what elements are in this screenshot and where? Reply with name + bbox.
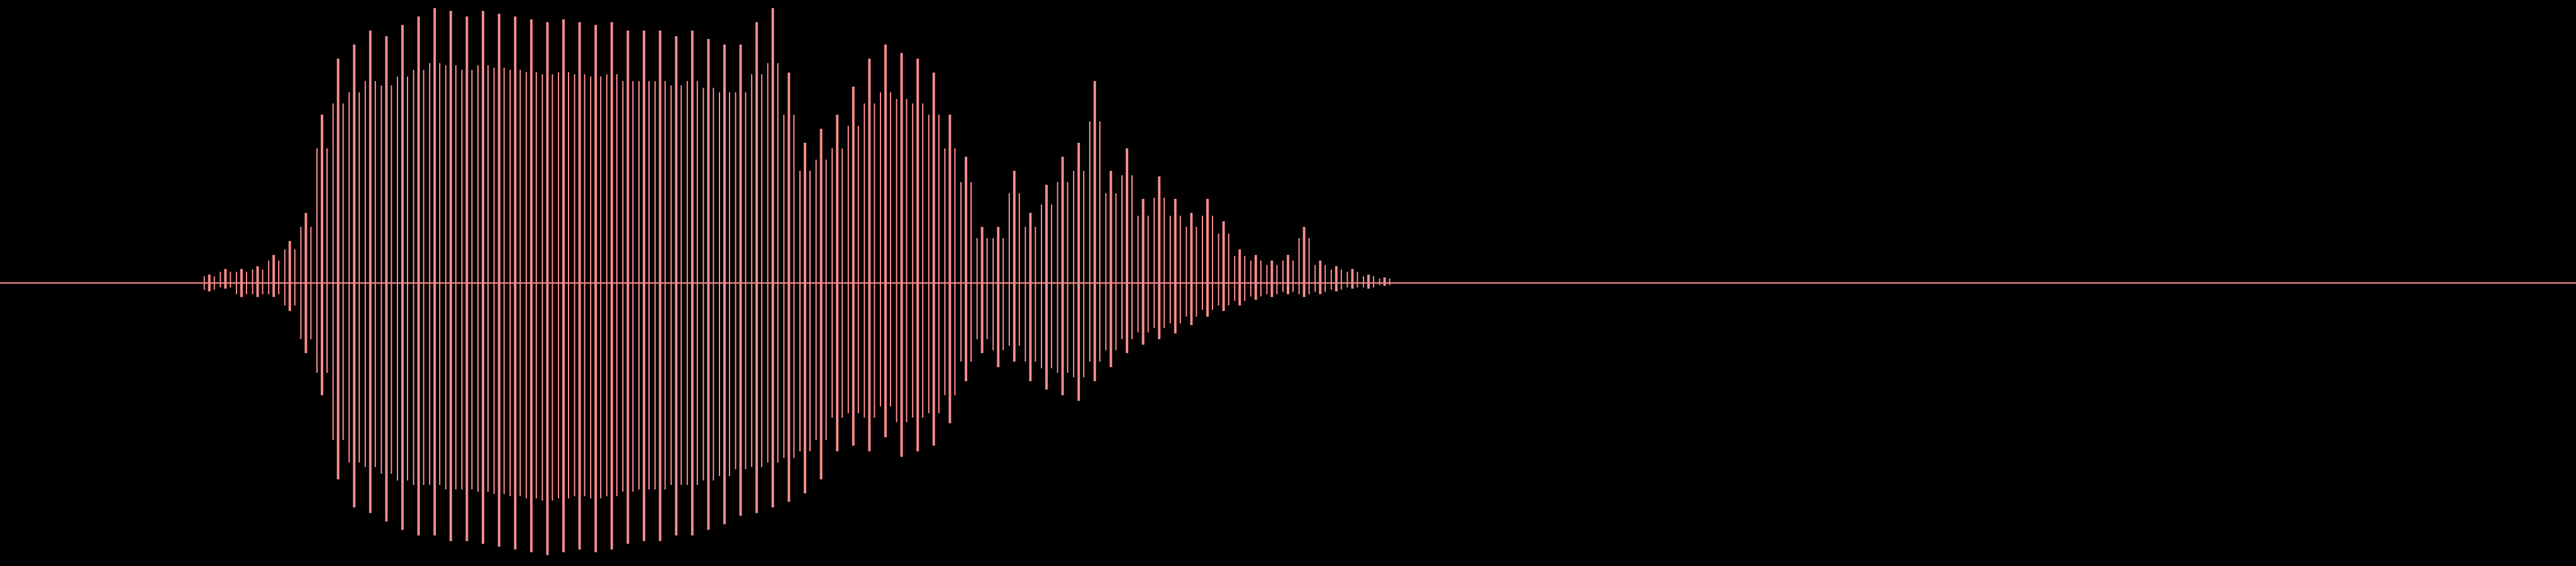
waveform [0, 8, 2576, 555]
page: (() => { const data = JSON.parse(documen… [0, 8, 2576, 555]
